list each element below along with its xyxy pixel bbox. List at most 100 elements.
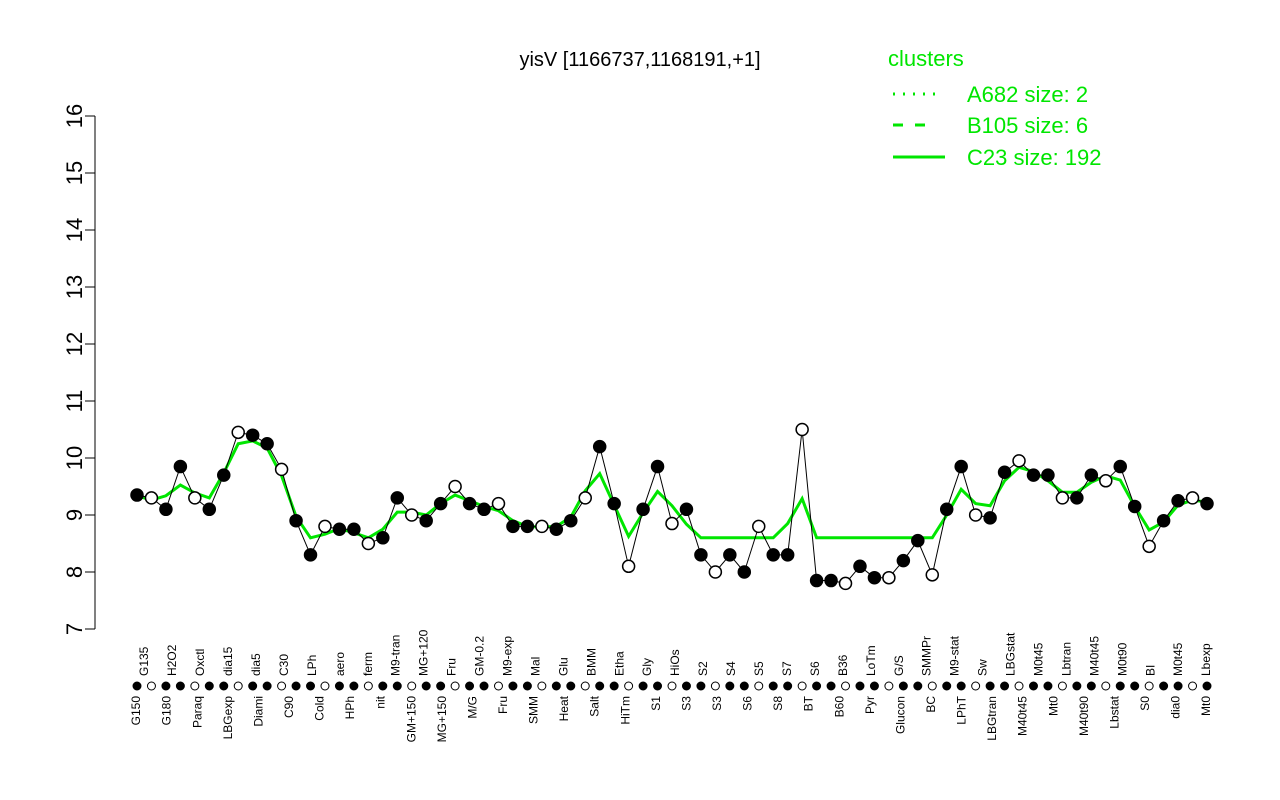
x-label-bottom: G150 bbox=[129, 696, 143, 726]
axis-marker bbox=[812, 681, 822, 691]
y-tick-label: 15 bbox=[62, 161, 87, 185]
x-label-bottom: LBGtran bbox=[985, 696, 999, 741]
x-label-bottom: S1 bbox=[649, 696, 663, 711]
axis-marker bbox=[884, 681, 894, 691]
axis-marker bbox=[334, 681, 344, 691]
axis-marker bbox=[132, 681, 142, 691]
data-point bbox=[535, 519, 549, 534]
axis-marker bbox=[898, 681, 908, 691]
data-point bbox=[665, 516, 679, 531]
x-label-bottom: Cold bbox=[313, 696, 327, 721]
axis-marker bbox=[638, 681, 648, 691]
axis-marker bbox=[1115, 681, 1125, 691]
axis-marker bbox=[566, 681, 576, 691]
x-label-top: B36 bbox=[836, 654, 850, 676]
legend-label-c23: C23 size: 192 bbox=[967, 145, 1102, 170]
data-point bbox=[419, 513, 433, 528]
x-label-bottom: S3 bbox=[710, 696, 724, 711]
axis-marker bbox=[971, 681, 981, 691]
data-point bbox=[404, 508, 419, 522]
axis-marker bbox=[1188, 681, 1198, 691]
x-label-bottom: dia0 bbox=[1169, 696, 1183, 719]
axis-marker bbox=[913, 681, 923, 691]
axis-marker bbox=[1072, 681, 1082, 691]
axis-marker bbox=[421, 681, 431, 691]
axis-marker bbox=[1173, 681, 1183, 691]
data-point bbox=[1070, 491, 1084, 505]
axis-marker bbox=[768, 681, 778, 691]
x-label-top: S5 bbox=[752, 661, 766, 676]
data-point bbox=[347, 522, 361, 536]
x-label-top: LoTm bbox=[864, 645, 878, 676]
y-tick-label: 13 bbox=[62, 275, 87, 299]
data-point bbox=[954, 459, 968, 474]
x-label-top: M40t45 bbox=[1087, 636, 1101, 676]
x-label-top: aero bbox=[333, 652, 347, 676]
x-label-top: LBGstat bbox=[1004, 632, 1018, 676]
data-point bbox=[303, 548, 318, 562]
x-label-top: Gly bbox=[640, 658, 654, 676]
x-label-top: BI bbox=[1143, 665, 1157, 676]
data-point bbox=[1142, 539, 1156, 554]
x-label-top: M0t90 bbox=[1115, 642, 1129, 676]
x-label-top: G135 bbox=[137, 646, 151, 676]
data-point bbox=[882, 570, 896, 585]
axis-marker bbox=[522, 681, 532, 691]
axis-marker bbox=[450, 681, 460, 691]
x-label-top: Glu bbox=[556, 657, 570, 676]
x-label-top: S6 bbox=[808, 661, 822, 676]
data-point bbox=[274, 462, 289, 477]
x-label-bottom: S8 bbox=[771, 696, 785, 711]
data-point bbox=[390, 491, 405, 505]
y-tick-label: 14 bbox=[62, 218, 87, 242]
x-label-bottom: HPh bbox=[343, 696, 357, 719]
axis-marker bbox=[349, 681, 359, 691]
legend: clusters A682 size: 2 B105 size: 6 C23 s… bbox=[888, 46, 1102, 170]
y-tick-label: 16 bbox=[62, 104, 87, 128]
legend-title: clusters bbox=[888, 46, 964, 71]
axis-marker bbox=[1144, 681, 1154, 691]
data-point bbox=[867, 570, 882, 585]
x-label-bottom: Diami bbox=[251, 696, 265, 727]
data-point bbox=[1156, 513, 1171, 528]
axis-marker bbox=[1057, 681, 1067, 691]
axis-marker bbox=[1014, 681, 1024, 691]
data-point bbox=[506, 519, 520, 534]
data-point bbox=[202, 502, 217, 517]
axis-marker bbox=[493, 681, 503, 691]
axis-marker bbox=[739, 681, 749, 691]
x-label-top: H2O2 bbox=[165, 644, 179, 676]
axis-marker bbox=[826, 681, 836, 691]
x-label-top: SMMPr bbox=[920, 636, 934, 676]
data-point bbox=[491, 496, 506, 511]
data-point bbox=[1113, 459, 1127, 474]
data-point bbox=[462, 496, 477, 511]
axis-marker bbox=[277, 681, 287, 691]
x-label-top: BMM bbox=[584, 648, 598, 676]
data-point bbox=[737, 565, 752, 579]
axis-marker bbox=[595, 681, 605, 691]
y-tick-label: 11 bbox=[62, 390, 87, 413]
data-point bbox=[159, 502, 173, 517]
data-point bbox=[217, 468, 231, 482]
data-point bbox=[1127, 499, 1142, 514]
data-point bbox=[1200, 496, 1214, 511]
axis-marker bbox=[667, 681, 677, 691]
x-label-bottom: Fru bbox=[496, 696, 510, 714]
x-label-top: M0t45 bbox=[1171, 642, 1185, 676]
x-label-bottom: MG+150 bbox=[435, 696, 449, 743]
axis-marker bbox=[204, 681, 214, 691]
x-label-top: Mal bbox=[528, 657, 542, 676]
x-label-bottom: BT bbox=[802, 695, 816, 711]
y-tick-label: 9 bbox=[62, 509, 87, 521]
axis-marker bbox=[841, 681, 851, 691]
data-point bbox=[983, 511, 997, 525]
axis-marker bbox=[624, 681, 634, 691]
x-label-bottom: M40t45 bbox=[1016, 696, 1030, 736]
data-point bbox=[1055, 491, 1070, 505]
data-point bbox=[925, 568, 940, 582]
x-label-bottom: Mt0 bbox=[1199, 696, 1213, 716]
axis-marker bbox=[681, 681, 691, 691]
x-label-top: dia5 bbox=[249, 653, 263, 676]
